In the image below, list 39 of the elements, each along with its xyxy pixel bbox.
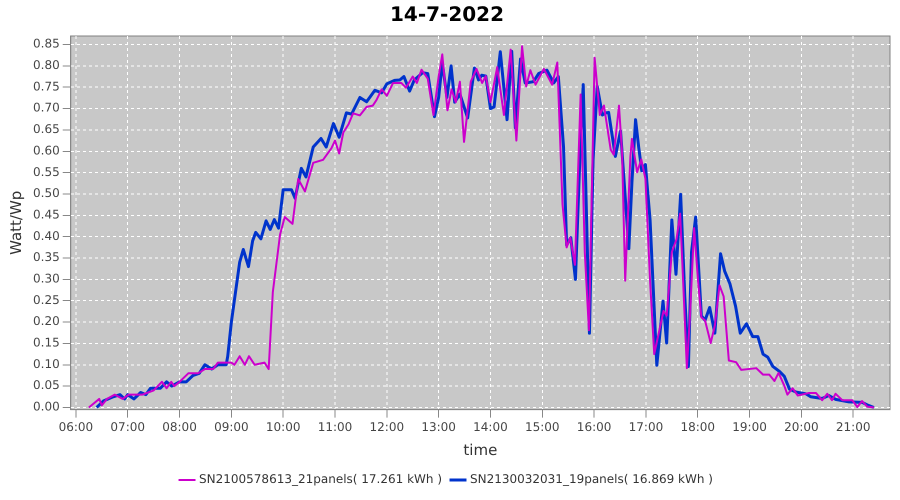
- legend-label: SN2130032031_19panels( 16.869 kWh ): [470, 472, 713, 486]
- x-tick-label: 19:00: [732, 420, 767, 434]
- y-tick-label: 0.30: [33, 272, 60, 286]
- y-tick-label: 0.55: [33, 164, 60, 179]
- x-tick-label: 11:00: [318, 420, 352, 434]
- x-tick-label: 09:00: [214, 420, 249, 434]
- x-tick-label: 07:00: [110, 420, 146, 434]
- y-axis-title: Watt/Wp: [6, 190, 25, 255]
- y-tick-label: 0.70: [33, 100, 60, 115]
- y-tick-label: 0.65: [33, 122, 60, 136]
- x-tick-label: 06:00: [58, 420, 94, 434]
- y-tick-label: 0.75: [33, 79, 60, 94]
- y-tick-label: 0.35: [33, 250, 60, 264]
- x-tick-label: 08:00: [162, 420, 197, 434]
- x-tick-label: 15:00: [524, 420, 560, 434]
- y-tick-label: 0.50: [33, 186, 60, 200]
- y-tick-label: 0.20: [33, 314, 60, 328]
- x-tick-label: 14:00: [473, 420, 508, 434]
- y-tick-label: 0.25: [33, 292, 60, 307]
- x-tick-label: 16:00: [576, 420, 612, 434]
- chart-title: 14-7-2022: [390, 2, 504, 26]
- x-tick-label: 18:00: [680, 420, 716, 434]
- legend-label: SN2100578613_21panels( 17.261 kWh ): [199, 472, 442, 486]
- y-tick-label: 0.85: [33, 36, 60, 51]
- y-tick-label: 0.45: [33, 207, 60, 222]
- x-axis-title: time: [463, 440, 498, 459]
- y-tick-label: 0.10: [33, 356, 60, 371]
- y-tick-label: 0.80: [33, 58, 60, 72]
- x-tick-label: 10:00: [266, 420, 300, 434]
- y-tick-label: 0.60: [33, 143, 60, 158]
- y-tick-label: 0.15: [33, 336, 60, 350]
- x-tick-label: 20:00: [784, 420, 819, 434]
- y-tick-label: 0.40: [33, 228, 60, 243]
- x-tick-label: 12:00: [370, 420, 404, 434]
- x-tick-label: 21:00: [836, 420, 871, 434]
- x-tick-label: 13:00: [421, 420, 456, 434]
- x-tick-label: 17:00: [628, 420, 664, 434]
- y-tick-label: 0.05: [33, 378, 60, 392]
- y-tick-label: 0.00: [33, 400, 60, 414]
